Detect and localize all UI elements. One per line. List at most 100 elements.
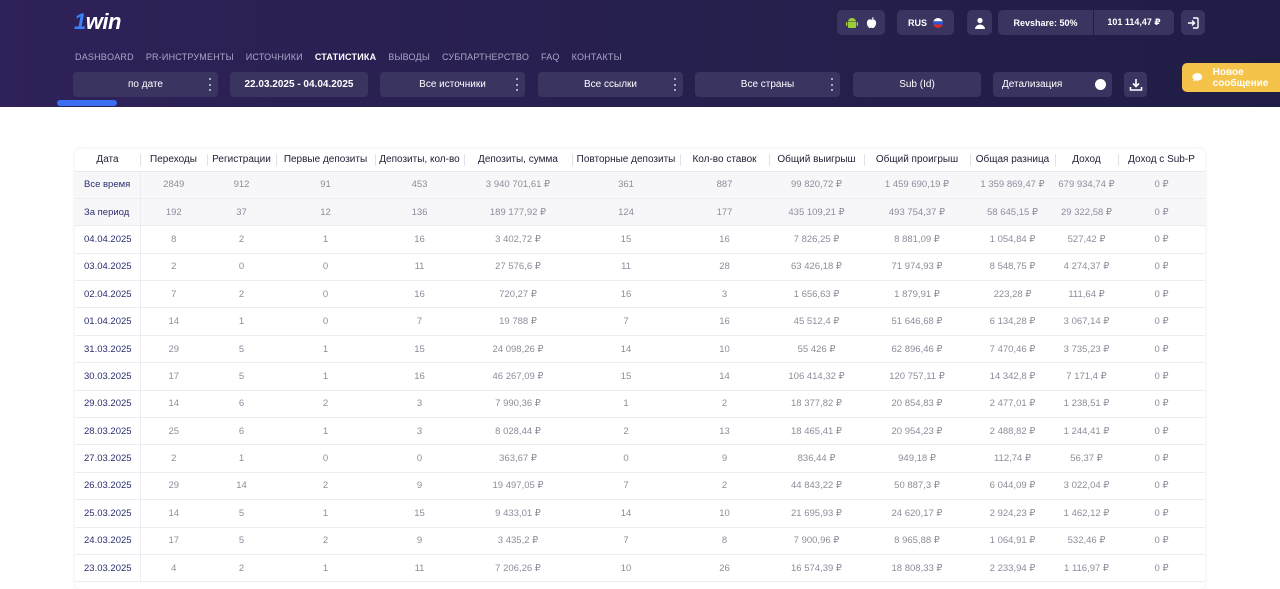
table-cell: 7 900,96 ₽ [769,527,864,555]
column-header[interactable]: Доход с Sub-Р [1118,149,1205,172]
table-cell: 8 881,09 ₽ [864,225,970,254]
table-cell: 37 [207,198,276,227]
table-row: 28.03.2025 25 6 1 3 8 028,44 ₽2 13 18 465,41 ₽2… [75,417,1205,446]
row-date-cell: 30.03.2025 [75,362,141,391]
main-nav: DASHBOARD PR-ИНСТРУМЕНТЫ ИСТОЧНИКИ СТАТИ… [75,52,634,62]
table-cell: 16 [680,225,769,254]
table-cell: 363,67 ₽ [464,444,572,473]
sources-select[interactable]: Все источники [380,72,525,97]
download-button[interactable] [1124,72,1147,97]
table-cell: 51 646,68 ₽ [864,307,970,336]
filters-bar: по дате 22.03.2025 - 04.04.2025 Все исто… [0,72,1280,97]
balance-value: 101 114,47 ₽ [1107,17,1161,27]
language-selector[interactable]: RUS [897,10,954,35]
table-cell: 17 [140,527,207,555]
table-cell: 16 [680,307,769,336]
nav-dashboard[interactable]: DASHBOARD [75,52,134,62]
table-cell: 2 [140,444,207,473]
group-by-select[interactable]: по дате [73,72,218,97]
new-message-button[interactable]: Новое сообщение [1182,63,1280,92]
links-select[interactable]: Все ссылки [538,72,683,97]
table-cell: 2 477,01 ₽ [970,390,1055,419]
table-cell: 24 620,17 ₽ [864,499,970,528]
profile-button[interactable] [967,10,992,35]
table-cell: 223,28 ₽ [970,280,1055,309]
nav-sources[interactable]: ИСТОЧНИКИ [245,52,303,62]
column-header[interactable]: Первые депозиты [276,149,375,172]
row-date-cell: 01.04.2025 [75,307,141,336]
column-header[interactable]: Общая разница [970,149,1055,172]
table-row: 03.04.2025 2 0 0 11 27 576,6 ₽11 28 63 426,18 ₽… [75,253,1205,282]
countries-value: Все страны [740,79,795,90]
table-cell: 12 [276,198,375,227]
table-cell: 0 ₽ [1118,499,1205,528]
top-header: 1 win DASHBOARD PR-ИНСТРУМЕНТЫ ИСТОЧНИКИ … [0,0,1280,107]
app-download-buttons[interactable] [837,10,885,35]
table-cell: 532,46 ₽ [1055,527,1118,555]
table-cell: 15 [375,499,464,528]
table-cell: 10 [680,335,769,364]
table-cell: 912 [207,171,276,199]
nav-subpartnership[interactable]: СУБПАРТНЕРСТВО [442,52,530,62]
detail-toggle[interactable]: Детализация [993,72,1112,97]
table-cell: 29 [140,335,207,364]
row-date-cell: 27.03.2025 [75,444,141,473]
table-row: 02.04.2025 7 2 0 16 720,27 ₽16 3 1 656,63 ₽1 87… [75,280,1205,309]
chat-bubble-icon [1192,73,1203,82]
countries-select[interactable]: Все страны [695,72,840,97]
balance-display[interactable]: 101 114,47 ₽ [1094,10,1174,35]
table-cell: 0 ₽ [1118,417,1205,446]
table-cell: 2 924,23 ₽ [970,499,1055,528]
table-row: 27.03.2025 2 1 0 0 363,67 ₽0 9 836,44 ₽949,18 ₽… [75,444,1205,473]
table-cell: 0 ₽ [1118,444,1205,473]
table-row: 31.03.2025 29 5 1 15 24 098,26 ₽14 10 55 426 ₽6… [75,335,1205,364]
nav-withdrawals[interactable]: ВЫВОДЫ [388,52,431,62]
row-date-cell: Все время [75,171,141,199]
date-range-value: 22.03.2025 - 04.04.2025 [244,79,354,90]
table-cell: 7 826,25 ₽ [769,225,864,254]
column-header[interactable]: Доход [1055,149,1118,172]
table-cell: 50 887,3 ₽ [864,472,970,501]
table-cell: 45 512,4 ₽ [769,307,864,336]
logout-icon [1188,16,1199,29]
logo[interactable]: 1 win [74,9,121,34]
table-row: За период 192 37 12 136 189 177,92 ₽124 177 435… [75,198,1205,227]
logout-button[interactable] [1181,10,1205,35]
table-cell: 25 [140,417,207,446]
table-cell: 9 433,01 ₽ [464,499,572,528]
statistics-table-container: Дата Переходы Регистрации Первые депозиты Де… [75,149,1205,589]
table-cell: 453 [375,171,464,199]
sub-id-value: Sub (Id) [899,79,935,90]
table-cell: 16 [375,280,464,309]
table-cell: 2 [276,390,375,419]
table-cell: 6 [207,390,276,419]
table-cell: 14 [140,390,207,419]
table-cell: 0 ₽ [1118,472,1205,501]
table-cell: 3 402,72 ₽ [464,225,572,254]
nav-pr-tools[interactable]: PR-ИНСТРУМЕНТЫ [145,52,234,62]
column-header[interactable]: Переходы [140,149,207,172]
row-date-cell: 25.03.2025 [75,499,141,528]
column-header[interactable]: Депозиты, сумма [464,149,572,172]
column-header[interactable]: Общий проигрыш [864,149,970,172]
table-cell: 7 990,36 ₽ [464,390,572,419]
column-header[interactable]: Кол-во ставок [680,149,769,172]
table-cell: 15 [572,362,680,391]
row-date-cell: 02.04.2025 [75,280,141,309]
nav-faq[interactable]: FAQ [541,52,560,62]
sub-id-select[interactable]: Sub (Id) [853,72,981,97]
column-header[interactable]: Регистрации [207,149,276,172]
column-header[interactable]: Дата [75,149,140,172]
row-date-cell: 04.04.2025 [75,225,141,254]
table-cell: 8 [140,225,207,254]
table-cell: 0 ₽ [1118,390,1205,419]
table-cell: 29 [140,472,207,501]
date-range-picker[interactable]: 22.03.2025 - 04.04.2025 [230,72,368,97]
nav-contacts[interactable]: КОНТАКТЫ [571,52,622,62]
table-cell: 71 974,93 ₽ [864,253,970,282]
column-header[interactable]: Повторные депозиты [572,149,680,172]
nav-statistics[interactable]: СТАТИСТИКА [314,52,377,62]
column-header[interactable]: Общий выигрыш [769,149,864,172]
column-header[interactable]: Депозиты, кол-во [375,149,464,172]
row-date-cell: 03.04.2025 [75,253,141,282]
